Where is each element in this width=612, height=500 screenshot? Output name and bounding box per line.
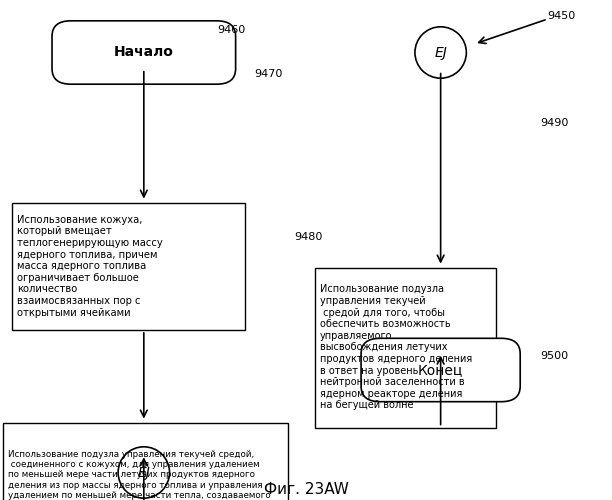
Bar [12, 202, 245, 330]
FancyBboxPatch shape [52, 21, 236, 84]
Text: 9470: 9470 [254, 69, 282, 79]
Text: Использование подузла
управления текучей
 средой для того, чтобы
обеспечить возм: Использование подузла управления текучей… [320, 284, 472, 410]
Text: 9500: 9500 [540, 351, 568, 361]
Text: Использование кожуха,
который вмещает
теплогенерирующую массу
ядерного топлива, : Использование кожуха, который вмещает те… [17, 215, 163, 318]
Text: EJ: EJ [137, 466, 151, 479]
Ellipse shape [415, 27, 466, 78]
Ellipse shape [118, 447, 170, 498]
Text: 9490: 9490 [540, 118, 568, 128]
Text: 9450: 9450 [548, 11, 576, 21]
FancyBboxPatch shape [361, 338, 520, 402]
Text: 9480: 9480 [294, 232, 322, 242]
Text: Фиг. 23AW: Фиг. 23AW [264, 482, 348, 496]
Bar [3, 422, 288, 500]
Text: Начало: Начало [114, 46, 174, 60]
Text: Использование подузла управления текучей средой,
 соединенного с кожухом, для уп: Использование подузла управления текучей… [8, 450, 283, 500]
Text: EJ: EJ [434, 46, 447, 60]
Text: 9460: 9460 [217, 25, 245, 35]
Text: Конец: Конец [418, 363, 463, 377]
Bar [315, 268, 496, 428]
